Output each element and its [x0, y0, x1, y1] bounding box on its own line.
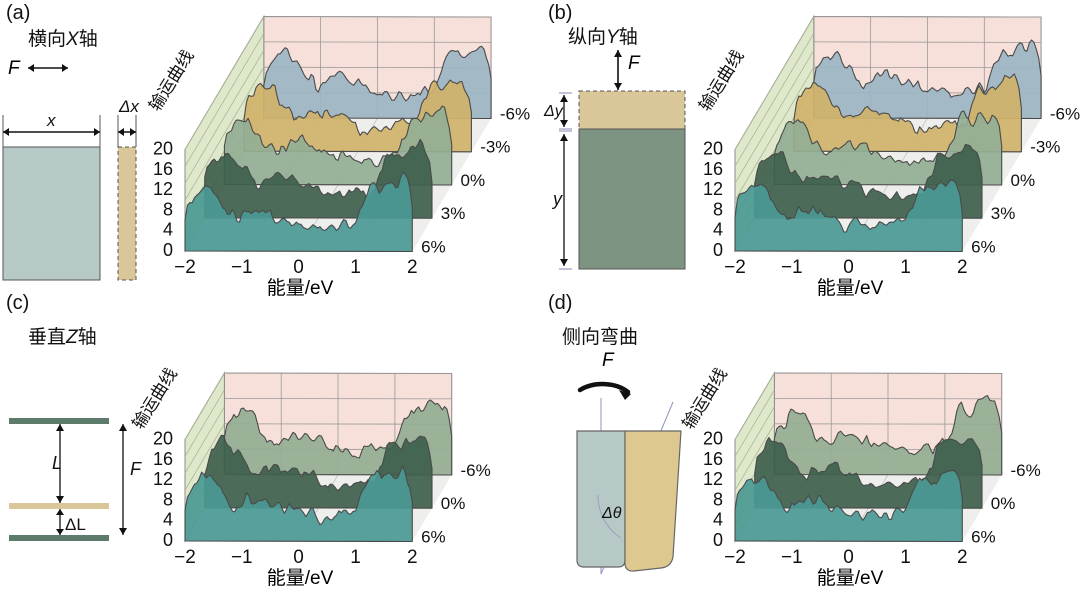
svg-text:3%: 3% [991, 204, 1016, 223]
svg-text:0%: 0% [1011, 171, 1036, 190]
svg-text:6%: 6% [971, 238, 996, 257]
svg-text:输运曲线: 输运曲线 [695, 47, 747, 115]
svg-text:1: 1 [350, 257, 361, 278]
svg-text:0: 0 [843, 547, 854, 568]
svg-text:0: 0 [713, 240, 723, 260]
svg-text:12: 12 [703, 469, 723, 489]
svg-text:2: 2 [957, 257, 968, 278]
svg-text:3%: 3% [441, 204, 466, 223]
svg-text:1: 1 [900, 547, 911, 568]
svg-text:8: 8 [163, 489, 173, 509]
svg-text:−1: −1 [781, 257, 803, 278]
svg-text:16: 16 [153, 449, 173, 469]
svg-text:8: 8 [163, 199, 173, 219]
svg-text:6%: 6% [421, 238, 446, 257]
svg-text:20: 20 [153, 139, 173, 159]
svg-text:输运曲线: 输运曲线 [145, 47, 197, 115]
svg-text:0: 0 [293, 547, 304, 568]
svg-text:6%: 6% [971, 528, 996, 547]
svg-text:0: 0 [843, 257, 854, 278]
svg-text:8: 8 [713, 489, 723, 509]
svg-text:0: 0 [713, 530, 723, 550]
svg-text:2: 2 [407, 257, 418, 278]
svg-text:6%: 6% [421, 528, 446, 547]
svg-text:−2: −2 [174, 257, 196, 278]
svg-text:−2: −2 [724, 547, 746, 568]
svg-text:−1: −1 [781, 547, 803, 568]
svg-text:12: 12 [153, 179, 173, 199]
svg-text:−2: −2 [724, 257, 746, 278]
svg-text:4: 4 [713, 510, 723, 530]
svg-text:16: 16 [153, 159, 173, 179]
svg-text:20: 20 [703, 139, 723, 159]
svg-text:0%: 0% [991, 494, 1016, 513]
svg-text:0%: 0% [441, 494, 466, 513]
svg-text:−1: −1 [231, 257, 253, 278]
svg-text:4: 4 [163, 220, 173, 240]
svg-text:1: 1 [350, 547, 361, 568]
svg-text:4: 4 [713, 220, 723, 240]
svg-text:0%: 0% [461, 171, 486, 190]
svg-text:8: 8 [713, 199, 723, 219]
svg-text:−1: −1 [231, 547, 253, 568]
svg-text:能量/eV: 能量/eV [267, 567, 334, 589]
svg-text:12: 12 [153, 469, 173, 489]
svg-text:2: 2 [407, 547, 418, 568]
svg-text:-6%: -6% [500, 105, 530, 124]
svg-text:4: 4 [163, 510, 173, 530]
svg-text:输运曲线: 输运曲线 [129, 365, 181, 433]
svg-text:输运曲线: 输运曲线 [679, 365, 731, 433]
svg-text:2: 2 [957, 547, 968, 568]
svg-text:0: 0 [163, 240, 173, 260]
svg-text:16: 16 [703, 449, 723, 469]
svg-text:-6%: -6% [1011, 461, 1041, 480]
svg-text:-3%: -3% [480, 138, 510, 157]
svg-text:1: 1 [900, 257, 911, 278]
svg-text:能量/eV: 能量/eV [817, 567, 884, 589]
svg-text:20: 20 [153, 429, 173, 449]
svg-text:0: 0 [163, 530, 173, 550]
svg-text:12: 12 [703, 179, 723, 199]
svg-text:16: 16 [703, 159, 723, 179]
svg-text:−2: −2 [174, 547, 196, 568]
svg-text:-3%: -3% [1030, 138, 1060, 157]
svg-text:-6%: -6% [461, 461, 491, 480]
svg-text:-6%: -6% [1050, 105, 1080, 124]
svg-text:20: 20 [703, 429, 723, 449]
svg-text:0: 0 [293, 257, 304, 278]
